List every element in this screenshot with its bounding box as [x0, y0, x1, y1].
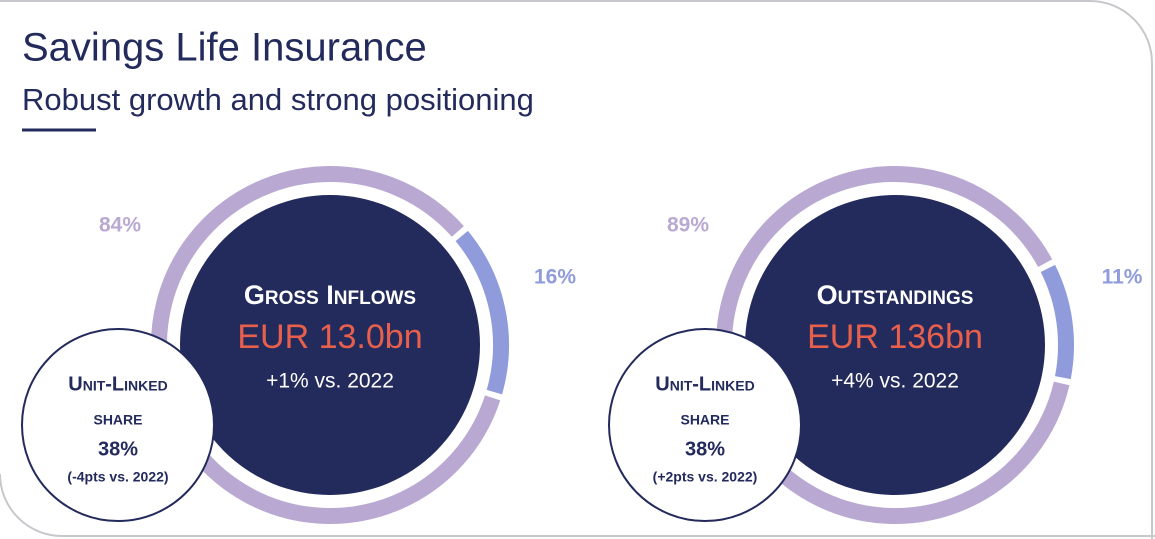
subtitle: Robust growth and strong positioning	[22, 82, 534, 117]
inset-circle	[21, 328, 215, 522]
inset-subtitle: share	[680, 407, 729, 429]
center-amount: EUR 136bn	[807, 318, 983, 356]
center-title: Outstandings	[817, 280, 974, 310]
title: Savings Life Insurance	[22, 26, 427, 70]
inset-note: (-4pts vs. 2022)	[67, 469, 168, 485]
inset-value: 38%	[685, 438, 725, 460]
center-change: +4% vs. 2022	[831, 370, 959, 393]
center-amount: EUR 13.0bn	[237, 318, 422, 356]
card-border	[0, 473, 1155, 537]
inset-title: Unit-Linked	[68, 373, 167, 395]
value-label: 89%	[667, 214, 709, 237]
value-label: 11%	[1102, 266, 1143, 289]
inset-title: Unit-Linked	[655, 373, 754, 395]
donut-segment	[455, 230, 509, 395]
inset-circle	[608, 328, 802, 522]
inset-subtitle: share	[93, 407, 142, 429]
inset-value: 38%	[98, 438, 138, 460]
center-disc	[180, 195, 480, 495]
center-title: Gross Inflows	[244, 280, 416, 310]
value-label: 84%	[99, 214, 141, 237]
value-label: 16%	[534, 266, 576, 289]
inset-note: (+2pts vs. 2022)	[653, 469, 758, 485]
center-disc	[745, 195, 1045, 495]
donut-segment	[1040, 264, 1074, 380]
center-change: +1% vs. 2022	[266, 370, 394, 393]
